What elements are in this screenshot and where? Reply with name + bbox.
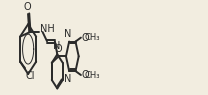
Text: N: N	[64, 29, 72, 39]
Text: Cl: Cl	[25, 71, 35, 81]
Text: CH₃: CH₃	[84, 70, 100, 80]
Text: O: O	[23, 2, 31, 12]
Text: O: O	[81, 33, 89, 43]
Text: CH₃: CH₃	[84, 33, 100, 42]
Text: O: O	[55, 44, 62, 54]
Text: O: O	[81, 70, 89, 80]
Text: NH: NH	[40, 24, 55, 34]
Text: N: N	[53, 41, 61, 51]
Text: N: N	[64, 74, 72, 84]
